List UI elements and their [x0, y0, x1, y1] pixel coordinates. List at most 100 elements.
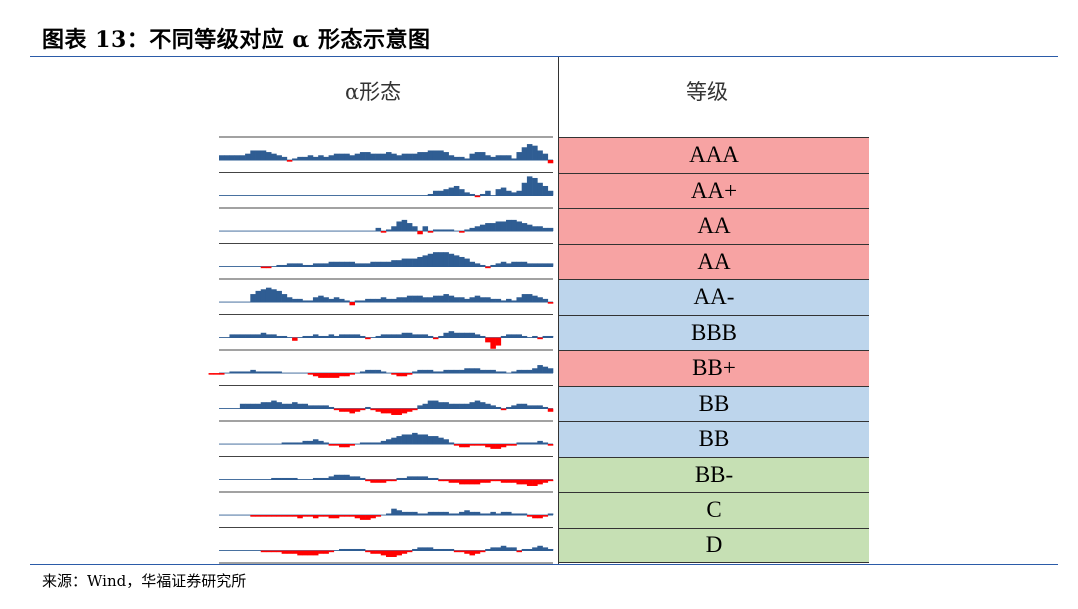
sparkline-bar: [406, 511, 413, 516]
sparkline-bar: [547, 263, 554, 267]
sparkline-bar: [406, 373, 413, 375]
sparkline-bar: [307, 155, 314, 161]
sparkline-bar: [401, 153, 408, 161]
sparkline-bar: [495, 371, 502, 374]
sparkline-bar: [401, 258, 408, 267]
sparkline-bar: [469, 368, 476, 374]
sparkline-bar: [526, 405, 533, 409]
sparkline-bar: [380, 479, 387, 483]
sparkline-bar: [281, 264, 288, 267]
sparkline-bar: [537, 405, 543, 409]
sparkline-bar: [245, 153, 251, 161]
sparkline-bar: [521, 182, 528, 196]
sparkline-bar: [412, 334, 418, 338]
sparkline-bar: [490, 223, 496, 232]
sparkline-bar: [375, 515, 382, 517]
sparkline-bar: [265, 152, 272, 161]
sparkline-bar: [401, 550, 408, 554]
sparkline-bar: [542, 298, 549, 303]
sparkline-bar: [516, 442, 522, 445]
sparkline-bar: [239, 371, 246, 374]
sparkline-bar: [459, 369, 465, 374]
grade-cell: AA+: [559, 172, 869, 208]
sparkline-bar: [432, 252, 439, 267]
sparkline-bar: [547, 368, 554, 374]
sparkline-bar: [349, 548, 355, 551]
sparkline-bar: [516, 550, 522, 553]
sparkline-bar: [532, 263, 538, 267]
sparkline-bar: [323, 550, 329, 554]
sparkline-bar: [417, 547, 423, 551]
sparkline-bar: [459, 256, 465, 267]
sparkline-bar: [312, 156, 319, 161]
sparkline-bar: [485, 266, 491, 269]
sparkline-bar: [459, 550, 465, 553]
sparkline-bar: [396, 510, 402, 516]
sparkline-bar: [297, 442, 303, 445]
sparkline-bar: [213, 373, 220, 375]
sparkline-bar: [532, 335, 538, 338]
sparkline-bar: [438, 252, 444, 267]
sparkline-bar: [474, 152, 481, 161]
sparkline-bar: [495, 263, 502, 267]
sparkline-bar: [516, 369, 522, 374]
sparkline-bar: [506, 155, 512, 161]
sparkline-bar: [386, 550, 392, 557]
sparkline-bar: [312, 515, 319, 519]
sparkline-bar: [500, 155, 507, 161]
sparkline-bar: [542, 547, 549, 551]
sparkline-bar: [474, 400, 481, 409]
sparkline-bar: [250, 369, 256, 374]
sparkline-bar: [406, 550, 413, 553]
sparkline-bar: [391, 437, 397, 445]
sparkline-bar: [271, 153, 277, 161]
sparkline-bar: [438, 402, 444, 409]
sparkline-bar: [339, 444, 345, 448]
sparkline-bar: [547, 160, 554, 164]
sparkline-bar: [323, 156, 329, 161]
sparkline-bar: [359, 477, 366, 480]
sparkline-bar: [474, 479, 481, 485]
sparkline-bar: [344, 474, 350, 480]
sparkline-bar: [453, 369, 460, 374]
sparkline-bar: [542, 479, 549, 483]
sparkline-bar: [506, 406, 512, 409]
sparkline-bar: [511, 371, 517, 374]
sparkline-bar: [459, 403, 465, 409]
sparkline-bar: [495, 547, 502, 551]
sparkline-bar: [318, 515, 324, 517]
sparkline-bar: [375, 479, 382, 483]
sparkline-bar: [250, 403, 256, 409]
sparkline-bar: [464, 229, 470, 232]
sparkline-bar: [359, 548, 366, 551]
sparkline-bar: [323, 373, 329, 378]
sparkline-bar: [255, 403, 262, 409]
sparkline-bar: [516, 513, 522, 516]
sparkline-bar: [339, 548, 345, 551]
sparkline-bar: [474, 511, 481, 516]
sparkline-bar: [281, 335, 288, 338]
sparkline-bar: [375, 298, 382, 303]
sparkline-bar: [443, 439, 449, 445]
sparkline-bar: [432, 229, 439, 232]
sparkline-bar: [297, 156, 303, 161]
sparkline-bar: [485, 369, 491, 374]
sparkline-bar: [401, 373, 408, 377]
sparkline-bar: [370, 261, 376, 267]
sparkline-bar: [391, 298, 397, 303]
sparkline-bar: [396, 477, 402, 480]
sparkline-bar: [401, 477, 408, 480]
sparkline-bar: [448, 187, 455, 196]
sparkline-bar: [276, 155, 282, 161]
sparkline-bar: [417, 152, 423, 161]
sparkline-bar: [526, 176, 533, 196]
sparkline-bar: [380, 550, 387, 556]
sparkline-bar: [365, 369, 371, 374]
grade-cell: AA-: [559, 279, 869, 315]
sparkline-bar: [401, 408, 408, 414]
sparkline-bar: [474, 195, 481, 198]
sparkline-bar: [547, 408, 554, 412]
sparkline-bar: [453, 255, 460, 267]
sparkline-bar: [265, 515, 272, 517]
sparkline-bar: [495, 189, 502, 196]
